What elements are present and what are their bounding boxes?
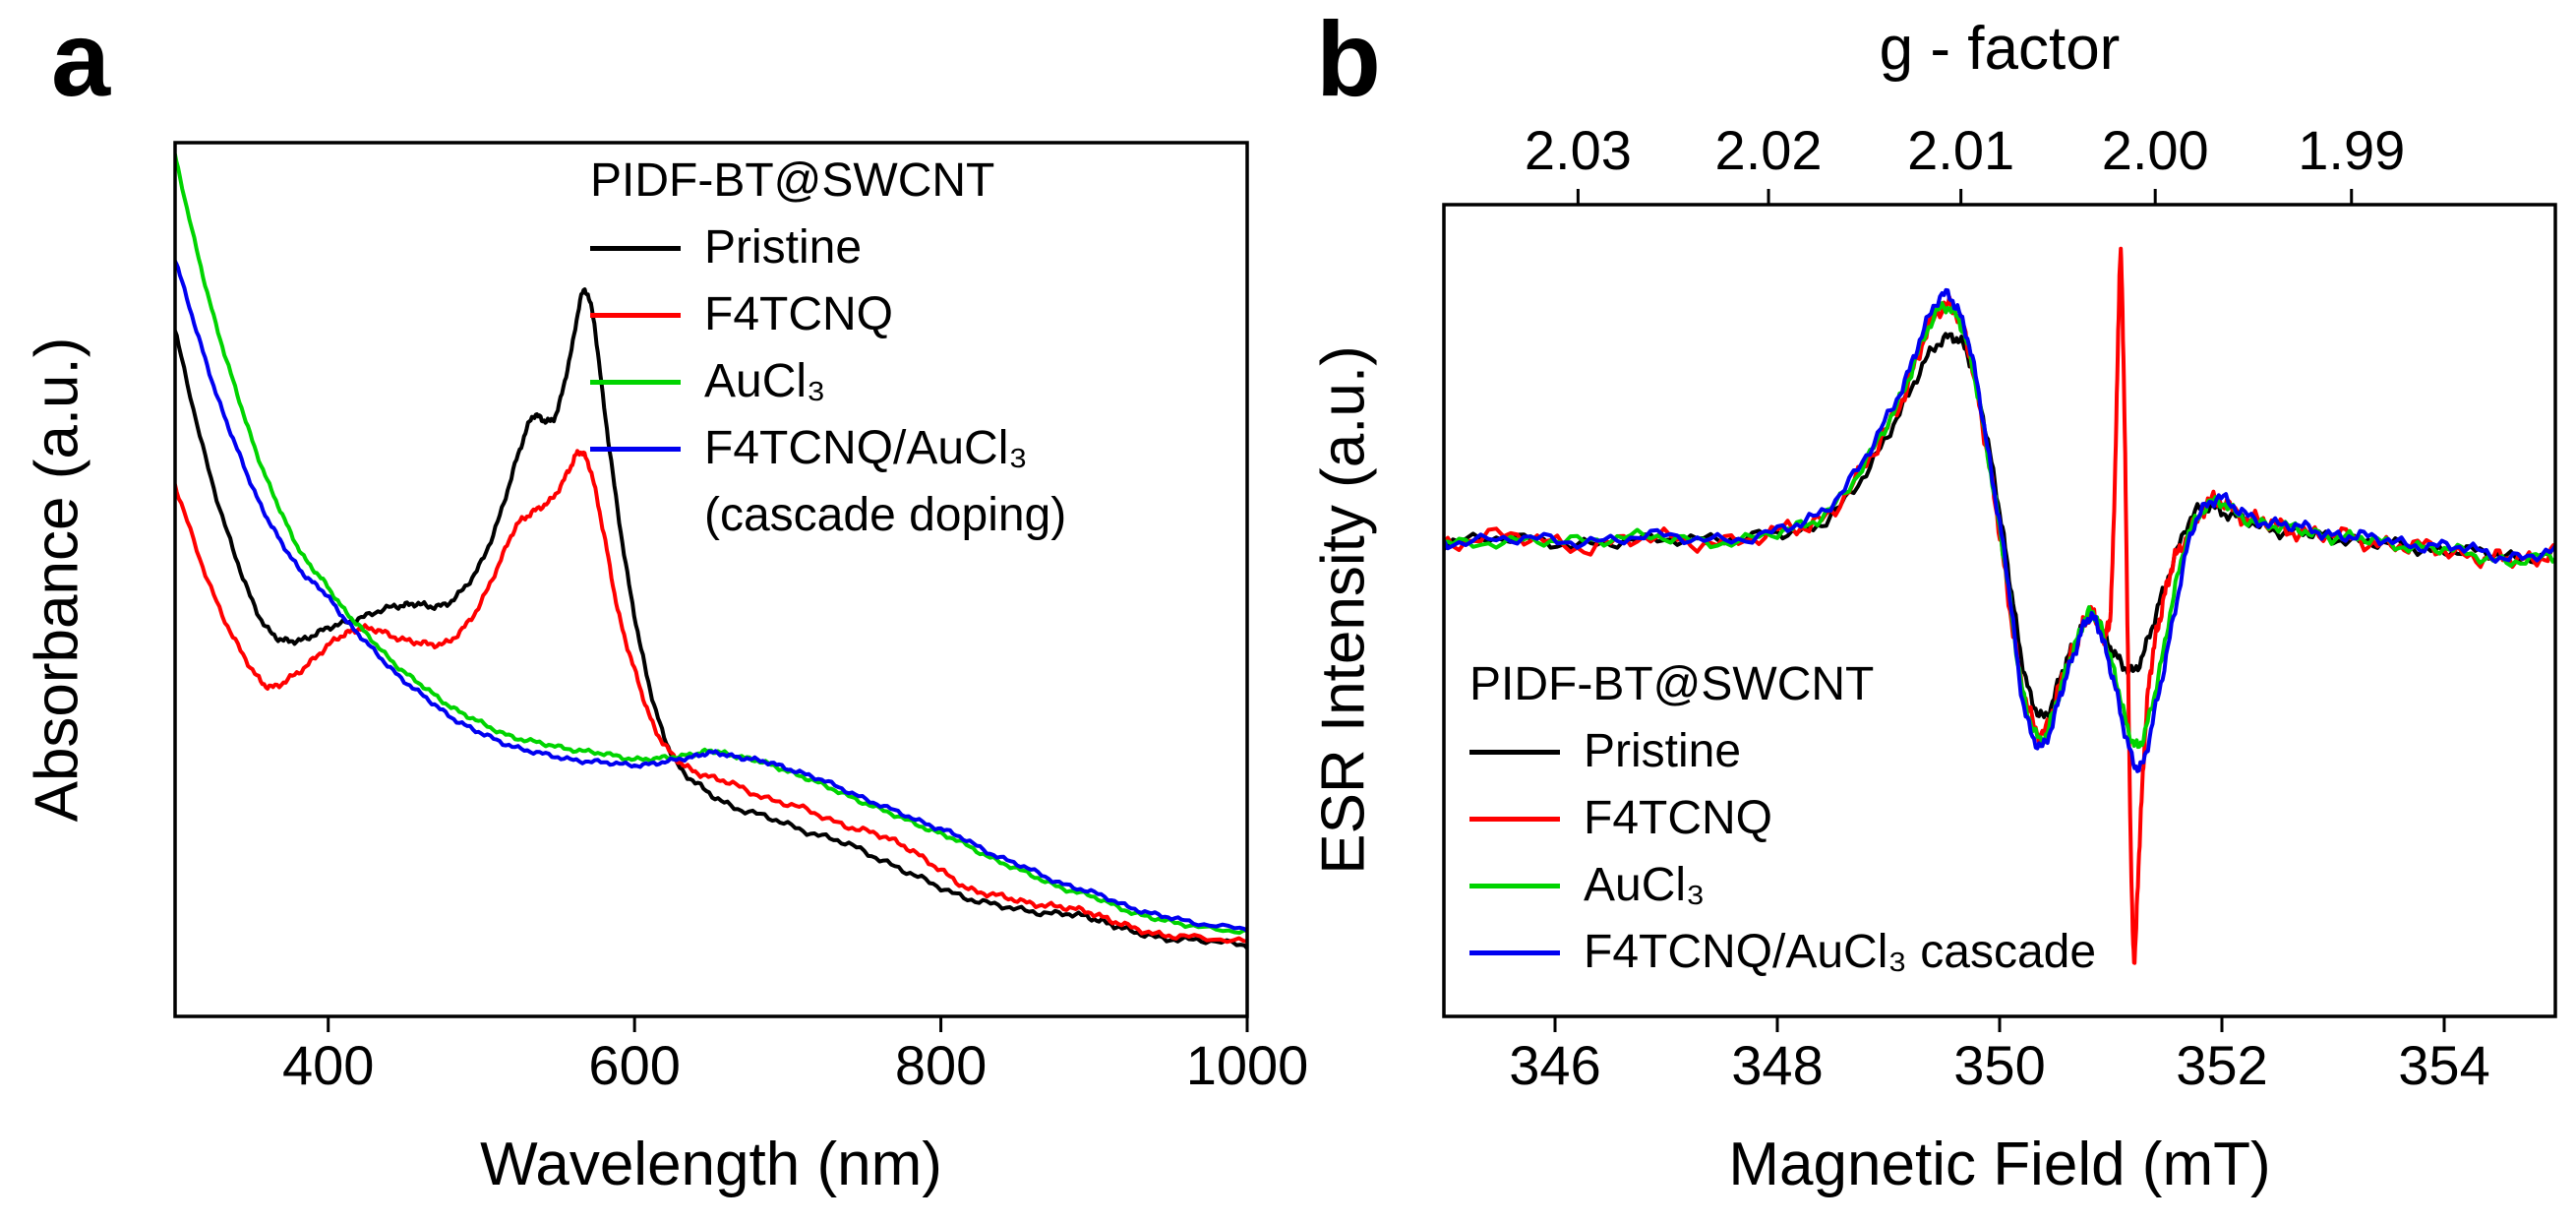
legend-item: Pristine	[1469, 718, 2096, 785]
panel-b-legend: PIDF-BT@SWCNT Pristine F4TCNQ AuCl₃ F4TCNQ/A…	[1469, 651, 2096, 986]
series-line-4	[175, 259, 1247, 934]
panel-b-top-axis-title: g - factor	[1879, 15, 2121, 83]
legend-label: F4TCNQ/AuCl₃ cascade	[1584, 926, 2097, 978]
panel-b-x-axis-title: Magnetic Field (mT)	[1728, 1131, 2271, 1198]
x-tick-label-a: 600	[588, 1034, 681, 1096]
esr-chart	[1442, 189, 2557, 1032]
legend-item: F4TCNQ	[1469, 785, 2096, 852]
x-tick-label-b: 346	[1509, 1034, 1601, 1096]
legend-swatch	[1469, 883, 1560, 888]
legend-label: Pristine	[704, 221, 863, 274]
x-tick-label-a: 800	[894, 1034, 988, 1096]
series-line-4	[1444, 287, 2555, 773]
series-line-1	[175, 287, 1247, 950]
plot-frame	[173, 141, 1249, 1018]
x-tick-label-a: 400	[281, 1034, 375, 1096]
legend-item: F4TCNQ/AuCl₃ cascade	[1469, 919, 2096, 986]
g-factor-tick-label: 2.03	[1524, 119, 1632, 181]
absorbance-chart	[173, 141, 1249, 1032]
legend-item: Pristine	[590, 214, 1066, 281]
legend-swatch	[590, 379, 681, 385]
series-line-2	[175, 449, 1247, 945]
x-tick-label-b: 352	[2176, 1034, 2268, 1096]
legend-swatch	[590, 446, 681, 452]
legend-title: PIDF-BT@SWCNT	[590, 154, 995, 207]
legend-label: F4TCNQ	[704, 288, 893, 340]
x-tick-label-b: 354	[2398, 1034, 2490, 1096]
legend-label: F4TCNQ/AuCl₃	[704, 422, 1028, 474]
panel-b-letter: b	[1316, 0, 1381, 118]
legend-label: Pristine	[1584, 725, 1742, 777]
g-factor-tick-label: 2.02	[1714, 119, 1823, 181]
g-factor-tick-label: 1.99	[2298, 119, 2406, 181]
legend-item: AuCl₃	[1469, 852, 2096, 919]
legend-swatch	[1469, 749, 1560, 755]
legend-swatch	[1469, 949, 1560, 955]
legend-item: F4TCNQ	[590, 281, 1066, 348]
legend-label: AuCl₃	[1584, 859, 1706, 911]
legend-swatch	[1469, 816, 1560, 822]
legend-swatch	[590, 312, 681, 318]
g-factor-tick-label: 2.00	[2101, 119, 2209, 181]
legend-label: F4TCNQ	[1584, 792, 1772, 844]
legend-label: AuCl₃	[704, 355, 826, 407]
x-tick-label-b: 350	[1953, 1034, 2046, 1096]
panel-a-y-axis-title: Absorbance (a.u.)	[23, 337, 91, 823]
legend-item: AuCl₃	[590, 348, 1066, 415]
panel-b-y-axis-title: ESR Intensity (a.u.)	[1309, 345, 1378, 875]
legend-swatch	[590, 245, 681, 251]
g-factor-tick-label: 2.01	[1907, 119, 2015, 181]
x-tick-label-a: 1000	[1185, 1034, 1309, 1096]
series-line-3	[175, 153, 1247, 935]
legend-item: F4TCNQ/AuCl₃	[590, 415, 1066, 482]
legend-title: PIDF-BT@SWCNT	[1469, 658, 1875, 710]
panel-a-letter: a	[51, 0, 111, 118]
x-tick-label-b: 348	[1731, 1034, 1824, 1096]
panel-a-x-axis-title: Wavelength (nm)	[480, 1131, 942, 1198]
legend-note: (cascade doping)	[704, 489, 1067, 541]
panel-a-legend: PIDF-BT@SWCNT Pristine F4TCNQ AuCl₃ F4TCNQ/A…	[590, 148, 1066, 549]
